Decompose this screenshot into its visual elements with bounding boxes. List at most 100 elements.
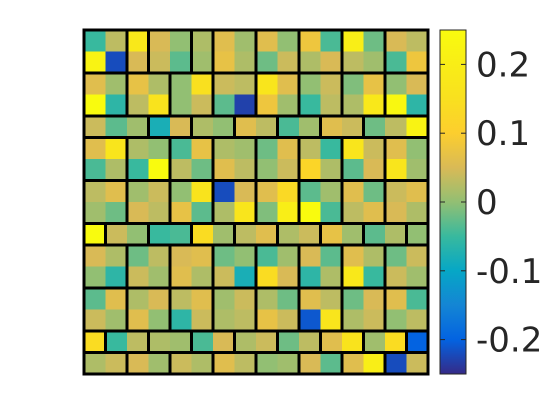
heatmap-cell	[363, 331, 386, 353]
heatmap-cell	[256, 266, 278, 289]
heatmap-cell	[385, 94, 407, 117]
heatmap-cell	[191, 94, 214, 117]
heatmap-cell	[105, 94, 128, 117]
heatmap-cell	[406, 159, 429, 181]
heatmap-cell	[385, 51, 407, 74]
heatmap-cell	[363, 30, 386, 52]
heatmap-cell	[277, 223, 300, 246]
heatmap-cell	[84, 352, 106, 375]
heatmap-cell	[342, 159, 364, 181]
heatmap-cell	[385, 352, 407, 375]
heatmap-cell	[105, 288, 128, 310]
heatmap-cell	[191, 51, 214, 74]
heatmap-cell	[213, 352, 235, 375]
heatmap-cell	[277, 352, 300, 375]
heatmap-cell	[256, 309, 278, 332]
heatmap-cell	[363, 180, 386, 203]
heatmap-cell	[170, 73, 192, 95]
colorbar-tick-label: 0.2	[476, 45, 530, 85]
heatmap-cell	[363, 202, 386, 224]
heatmap-cell	[299, 51, 321, 74]
heatmap-cell	[256, 51, 278, 74]
heatmap-cell	[191, 331, 214, 353]
heatmap-cell	[406, 288, 429, 310]
heatmap-cell	[127, 223, 149, 246]
heatmap-cell	[213, 288, 235, 310]
heatmap-cell	[105, 73, 128, 95]
heatmap-cell	[406, 30, 429, 52]
heatmap-cell	[363, 266, 386, 289]
heatmap-cells	[84, 30, 429, 375]
heatmap-cell	[256, 73, 278, 95]
heatmap-cell	[148, 30, 171, 52]
heatmap-cell	[385, 331, 407, 353]
heatmap-cell	[320, 159, 343, 181]
colorbar-tick-label: -0.2	[476, 321, 542, 361]
heatmap-cell	[363, 245, 386, 267]
heatmap-plot-area	[82, 28, 430, 376]
heatmap-cell	[191, 116, 214, 138]
heatmap-cell	[320, 94, 343, 117]
heatmap-cell	[256, 94, 278, 117]
heatmap-cell	[84, 288, 106, 310]
heatmap-cell	[299, 288, 321, 310]
heatmap-cell	[234, 309, 257, 332]
heatmap-cell	[256, 180, 278, 203]
heatmap-cell	[170, 159, 192, 181]
heatmap-cell	[256, 202, 278, 224]
heatmap-cell	[127, 352, 149, 375]
heatmap-cell	[234, 51, 257, 74]
heatmap-cell	[234, 331, 257, 353]
heatmap-cell	[342, 51, 364, 74]
heatmap-cell	[127, 245, 149, 267]
heatmap-cell	[127, 159, 149, 181]
heatmap-cell	[234, 245, 257, 267]
heatmap-cell	[213, 51, 235, 74]
heatmap-cell	[342, 180, 364, 203]
heatmap-cell	[105, 137, 128, 160]
heatmap-cell	[385, 159, 407, 181]
heatmap-cell	[213, 116, 235, 138]
heatmap-cell	[148, 245, 171, 267]
heatmap-cell	[84, 245, 106, 267]
heatmap-cell	[105, 202, 128, 224]
heatmap-cell	[234, 94, 257, 117]
heatmap-cell	[191, 223, 214, 246]
heatmap-cell	[277, 73, 300, 95]
heatmap-cell	[363, 159, 386, 181]
heatmap-cell	[385, 202, 407, 224]
heatmap-cell	[299, 159, 321, 181]
heatmap-cell	[277, 180, 300, 203]
heatmap-cell	[342, 94, 364, 117]
heatmap-cell	[277, 245, 300, 267]
heatmap-cell	[277, 309, 300, 332]
heatmap-cell	[385, 73, 407, 95]
heatmap-cell	[127, 30, 149, 52]
heatmap-cell	[256, 116, 278, 138]
heatmap-cell	[299, 309, 321, 332]
heatmap-cell	[127, 137, 149, 160]
heatmap-cell	[105, 245, 128, 267]
heatmap-cell	[277, 94, 300, 117]
heatmap-cell	[363, 51, 386, 74]
heatmap-cell	[105, 352, 128, 375]
heatmap-cell	[299, 180, 321, 203]
heatmap-cell	[342, 309, 364, 332]
heatmap-cell	[363, 137, 386, 160]
heatmap-cell	[320, 309, 343, 332]
heatmap-cell	[299, 352, 321, 375]
heatmap-cell	[213, 159, 235, 181]
heatmap-cell	[406, 180, 429, 203]
heatmap-cell	[342, 245, 364, 267]
heatmap-cell	[127, 73, 149, 95]
heatmap-cell	[105, 266, 128, 289]
heatmap-cell	[84, 331, 106, 353]
heatmap-cell	[170, 30, 192, 52]
heatmap-cell	[277, 331, 300, 353]
heatmap-cell	[84, 30, 106, 52]
heatmap-cell	[170, 223, 192, 246]
heatmap-cell	[299, 73, 321, 95]
heatmap-cell	[342, 202, 364, 224]
heatmap-cell	[148, 266, 171, 289]
heatmap-cell	[342, 288, 364, 310]
